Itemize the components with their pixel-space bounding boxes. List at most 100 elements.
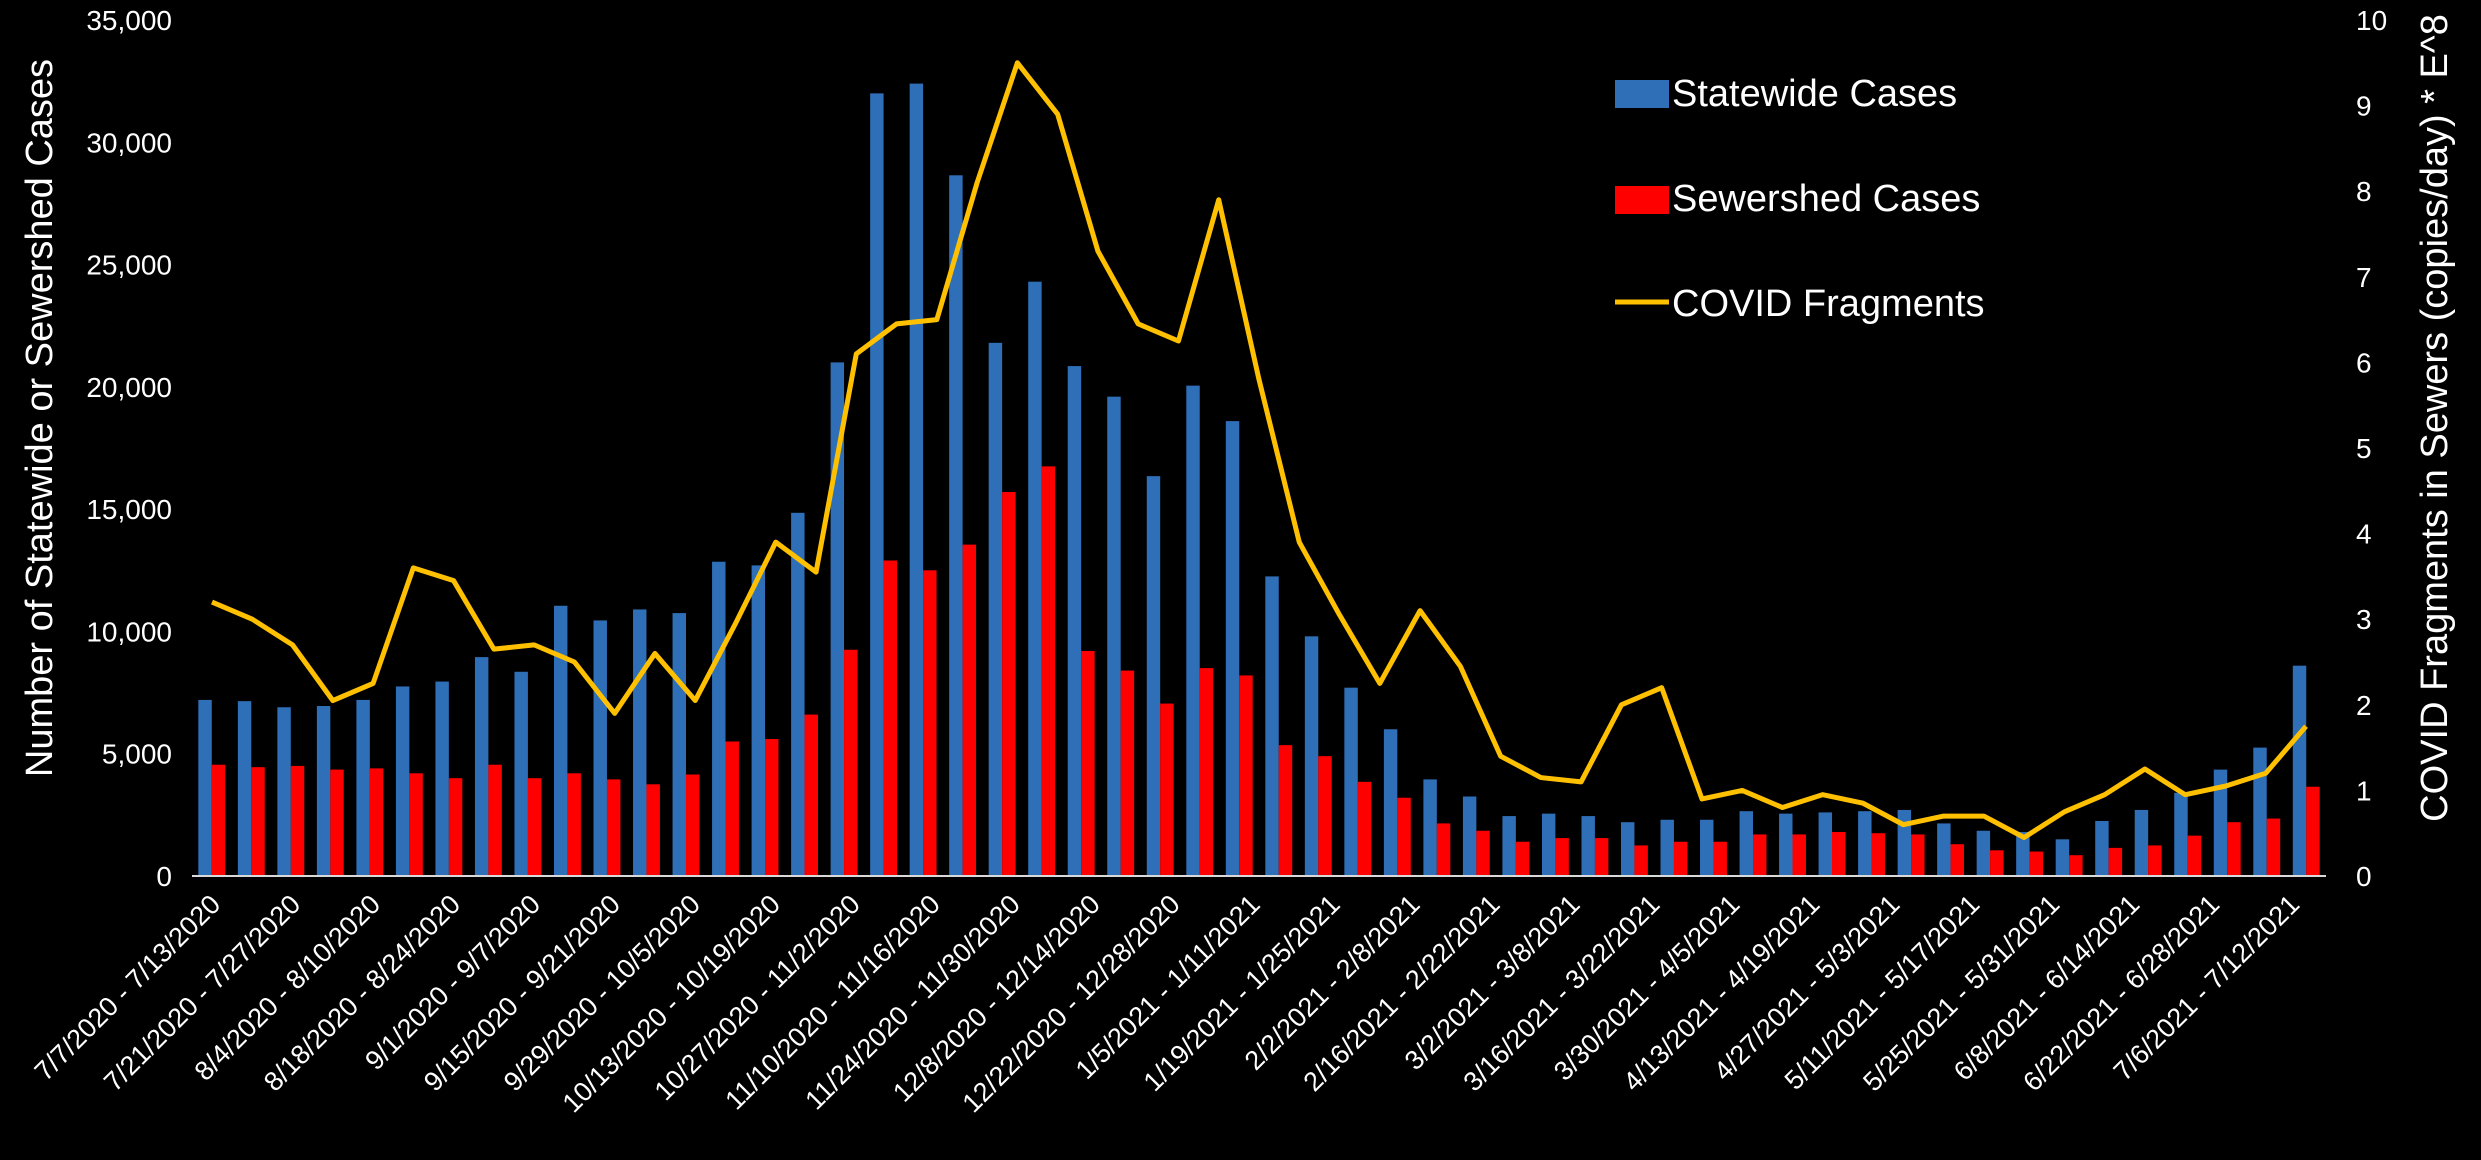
bar-sewershed-9 — [567, 773, 581, 876]
bar-statewide-21 — [1028, 281, 1042, 876]
bar-sewershed-33 — [1515, 841, 1530, 876]
bar-statewide-5 — [395, 686, 410, 876]
bar-sewershed-28 — [1318, 756, 1332, 876]
left-axis-title: Number of Statewide or Sewershed Cases — [19, 59, 61, 777]
right-tick-label: 4 — [2356, 519, 2372, 550]
left-axis-ticks: 0 5,000 10,000 15,000 20,000 25,000 30,000 35,0… — [86, 5, 172, 892]
statewide-bars — [198, 83, 2307, 877]
bar-statewide-11 — [633, 609, 647, 876]
left-tick-label: 0 — [156, 861, 172, 892]
bar-sewershed-10 — [606, 779, 621, 876]
bar-sewershed-24 — [1160, 703, 1174, 876]
bar-statewide-24 — [1146, 476, 1161, 876]
bar-statewide-25 — [1186, 385, 1200, 876]
left-tick-label: 15,000 — [86, 494, 172, 525]
bar-sewershed-19 — [962, 544, 977, 876]
bar-statewide-7 — [474, 657, 489, 876]
bar-statewide-43 — [1897, 809, 1912, 876]
bar-sewershed-50 — [2187, 835, 2202, 876]
bar-statewide-51 — [2213, 769, 2228, 876]
bar-sewershed-30 — [1397, 797, 1411, 876]
bar-statewide-1 — [237, 701, 252, 876]
bar-sewershed-52 — [2266, 818, 2281, 876]
bar-sewershed-13 — [725, 741, 739, 876]
bar-statewide-10 — [593, 620, 607, 876]
bar-sewershed-36 — [1634, 845, 1648, 876]
bar-sewershed-16 — [844, 649, 858, 876]
bar-sewershed-35 — [1594, 838, 1609, 876]
bar-sewershed-29 — [1357, 781, 1372, 876]
bar-statewide-6 — [435, 681, 449, 876]
bar-sewershed-7 — [488, 764, 502, 876]
bar-sewershed-3 — [330, 769, 344, 876]
bar-sewershed-4 — [369, 768, 384, 876]
bar-statewide-33 — [1502, 816, 1516, 876]
bar-statewide-39 — [1739, 811, 1753, 876]
bar-sewershed-45 — [1990, 850, 2004, 876]
right-tick-label: 3 — [2356, 604, 2372, 635]
bar-statewide-14 — [751, 565, 766, 876]
bar-statewide-4 — [356, 699, 370, 876]
bar-statewide-15 — [791, 512, 805, 876]
bar-sewershed-2 — [290, 765, 305, 876]
bar-sewershed-41 — [1832, 831, 1846, 876]
bar-statewide-18 — [909, 83, 924, 877]
right-tick-label: 1 — [2356, 775, 2372, 806]
bar-statewide-49 — [2134, 809, 2149, 876]
bar-statewide-28 — [1304, 636, 1319, 876]
bar-sewershed-32 — [1476, 830, 1490, 876]
right-axis-title: COVID Fragments in Sewers (copies/day) *… — [2414, 14, 2456, 822]
left-tick-label: 20,000 — [86, 372, 172, 403]
bar-statewide-20 — [988, 342, 1003, 877]
bar-statewide-12 — [672, 613, 686, 876]
bar-statewide-37 — [1660, 819, 1674, 876]
bar-sewershed-27 — [1278, 745, 1293, 876]
bar-statewide-45 — [1976, 830, 1991, 876]
legend-swatch-statewide — [1615, 80, 1669, 108]
right-tick-label: 5 — [2356, 433, 2372, 464]
bar-sewershed-39 — [1752, 834, 1767, 876]
legend: Statewide Cases Sewershed Cases COVID Fr… — [1615, 73, 1985, 325]
bar-sewershed-48 — [2108, 847, 2123, 876]
bar-statewide-40 — [1779, 813, 1793, 876]
bar-statewide-38 — [1700, 819, 1714, 876]
bar-statewide-30 — [1383, 729, 1398, 876]
bar-sewershed-23 — [1120, 670, 1135, 876]
bar-sewershed-53 — [2306, 786, 2320, 876]
bar-sewershed-1 — [251, 767, 265, 876]
bar-sewershed-40 — [1792, 834, 1806, 876]
bar-statewide-53 — [2292, 665, 2307, 876]
legend-label-statewide: Statewide Cases — [1672, 73, 1957, 115]
bar-statewide-27 — [1265, 576, 1279, 876]
bar-sewershed-47 — [2069, 855, 2083, 876]
bar-statewide-17 — [870, 93, 884, 877]
bar-statewide-32 — [1462, 796, 1477, 876]
bar-statewide-8 — [514, 671, 528, 876]
bar-statewide-46 — [2016, 831, 2030, 876]
bar-statewide-2 — [277, 707, 291, 876]
bar-sewershed-37 — [1673, 841, 1688, 876]
left-tick-label: 10,000 — [86, 616, 172, 647]
right-tick-label: 0 — [2356, 861, 2372, 892]
bar-sewershed-15 — [804, 714, 818, 876]
bar-sewershed-11 — [646, 784, 660, 876]
bar-statewide-41 — [1818, 812, 1833, 876]
legend-label-fragments: COVID Fragments — [1672, 283, 1985, 325]
bar-statewide-48 — [2095, 820, 2109, 876]
bar-sewershed-14 — [765, 739, 779, 876]
legend-label-sewershed: Sewershed Cases — [1672, 178, 1980, 220]
bar-sewershed-17 — [883, 560, 898, 876]
fragments-line — [211, 60, 2308, 840]
bar-sewershed-12 — [685, 774, 700, 876]
bar-sewershed-0 — [211, 764, 226, 876]
left-tick-label: 25,000 — [86, 250, 172, 281]
bar-statewide-29 — [1344, 687, 1358, 876]
bar-statewide-0 — [198, 699, 212, 876]
bar-sewershed-44 — [1950, 844, 1965, 876]
bar-sewershed-5 — [409, 773, 423, 876]
bar-statewide-44 — [1937, 823, 1951, 876]
bar-sewershed-34 — [1555, 838, 1569, 876]
bar-sewershed-20 — [1002, 492, 1016, 876]
